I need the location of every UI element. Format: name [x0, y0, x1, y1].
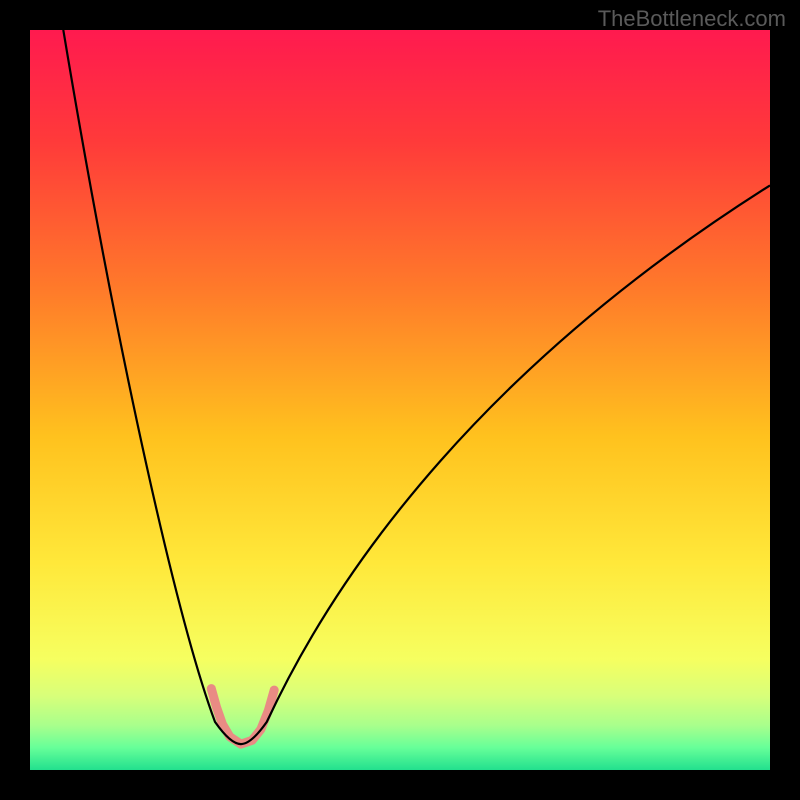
gradient-rect — [30, 30, 770, 770]
plot-area — [30, 30, 770, 770]
chart-svg — [30, 30, 770, 770]
watermark-text: TheBottleneck.com — [598, 6, 786, 32]
canvas: TheBottleneck.com — [0, 0, 800, 800]
